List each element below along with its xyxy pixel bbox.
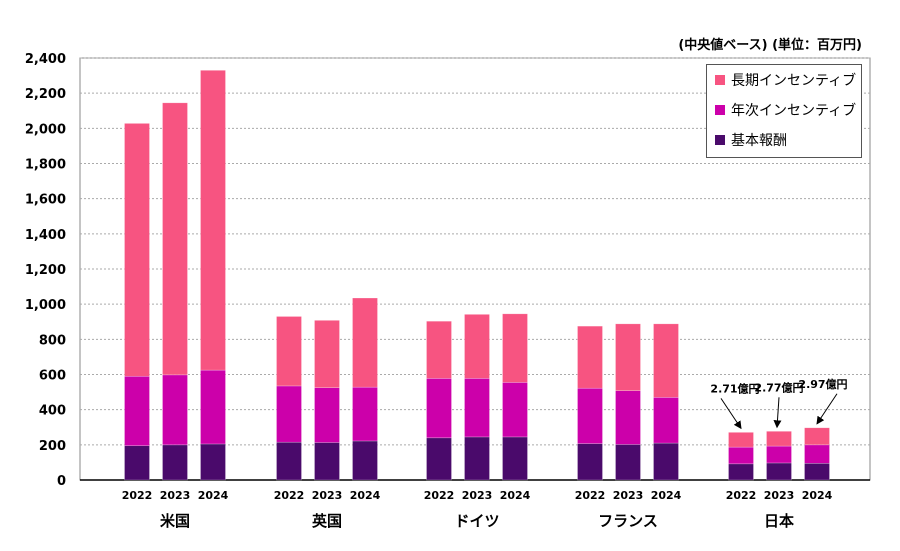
legend-label: 基本報酬 (731, 133, 787, 149)
total-annotation: 2.97億円 (798, 377, 847, 391)
y-tick-label: 600 (39, 369, 66, 384)
country-label: 英国 (312, 512, 342, 530)
legend-item-base: 基本報酬 (707, 125, 861, 155)
total-annotation: 2.71億円 (710, 381, 759, 395)
bar-segment (200, 70, 226, 371)
bar-segment (577, 325, 603, 389)
bar-segment (577, 443, 603, 481)
bar-segment (577, 387, 603, 444)
bar-segment (615, 444, 641, 481)
bar-segment (276, 385, 302, 443)
bar-segment (653, 323, 679, 398)
bar-segment (804, 427, 830, 446)
bar-segment (728, 446, 754, 465)
bar-segment (124, 445, 150, 481)
legend-swatch (715, 75, 725, 85)
country-label: ドイツ (454, 512, 499, 530)
year-label: 2023 (160, 489, 191, 502)
bar-segment (276, 441, 302, 481)
y-tick-label: 2,400 (25, 52, 66, 67)
y-tick-label: 200 (39, 439, 66, 454)
annotation-arrow (773, 397, 782, 429)
legend-item-annual: 年次インセンティブ (707, 95, 861, 125)
bar-segment (766, 430, 792, 447)
bar-segment (804, 462, 830, 481)
bar-segment (502, 313, 528, 383)
year-label: 2024 (198, 489, 229, 502)
year-label: 2022 (274, 489, 305, 502)
unit-note: (中央値ベース) (単位：百万円) (678, 38, 862, 53)
y-tick-label: 1,800 (25, 158, 66, 173)
year-label: 2022 (424, 489, 455, 502)
bar-segment (615, 390, 641, 445)
country-label: フランス (598, 512, 658, 530)
bar-segment (653, 442, 679, 481)
country-label: 日本 (764, 512, 794, 530)
bar-segment (426, 437, 452, 481)
y-tick-label: 400 (39, 404, 66, 419)
year-label: 2023 (312, 489, 343, 502)
bar-segment (502, 382, 528, 438)
bar-segment (502, 436, 528, 481)
y-tick-label: 2,000 (25, 122, 66, 137)
bar-segment (162, 374, 188, 446)
year-label: 2024 (651, 489, 682, 502)
legend-label: 年次インセンティブ (731, 103, 857, 119)
bar-segment (804, 444, 830, 464)
bar-segment (464, 378, 490, 438)
year-label: 2024 (802, 489, 833, 502)
country-label: 米国 (160, 512, 190, 530)
bar-segment (653, 397, 679, 444)
bar-segment (426, 320, 452, 379)
y-tick-label: 1,600 (25, 193, 66, 208)
year-label: 2022 (726, 489, 757, 502)
bar-segment (766, 462, 792, 481)
total-annotation: 2.77億円 (754, 380, 803, 394)
legend-label: 長期インセンティブ (731, 73, 857, 89)
annotation-arrow (720, 398, 742, 430)
bar-segment (200, 443, 226, 481)
y-tick-label: 0 (57, 474, 66, 489)
bar-segment (766, 445, 792, 464)
y-tick-label: 1,400 (25, 228, 66, 243)
legend-swatch (715, 105, 725, 115)
y-tick-label: 800 (39, 333, 66, 348)
bar-segment (314, 320, 340, 388)
year-label: 2023 (462, 489, 493, 502)
year-label: 2023 (613, 489, 644, 502)
bar-segment (276, 316, 302, 387)
bar-segment (464, 436, 490, 481)
bar-segment (426, 378, 452, 439)
year-label: 2024 (500, 489, 531, 502)
bar-segment (615, 323, 641, 391)
bar-segment (124, 123, 150, 377)
bar-segment (728, 463, 754, 481)
y-tick-label: 1,000 (25, 298, 66, 313)
bar-segment (352, 386, 378, 442)
bar-segment (124, 375, 150, 447)
year-label: 2023 (764, 489, 795, 502)
bar-segment (314, 442, 340, 481)
bar-segment (352, 297, 378, 388)
bar-segment (162, 444, 188, 481)
year-label: 2024 (350, 489, 381, 502)
legend-swatch (715, 135, 725, 145)
year-label: 2022 (575, 489, 606, 502)
bar-segment (464, 314, 490, 379)
bar-segment (162, 102, 188, 376)
legend-item-lti: 長期インセンティブ (707, 65, 861, 95)
bar-segment (314, 387, 340, 443)
bar-segment (200, 369, 226, 445)
annotation-arrow (816, 393, 838, 425)
legend: 長期インセンティブ 年次インセンティブ 基本報酬 (706, 64, 862, 158)
y-tick-label: 1,200 (25, 263, 66, 278)
year-label: 2022 (122, 489, 153, 502)
bar-segment (728, 432, 754, 448)
y-tick-label: 2,200 (25, 87, 66, 102)
bar-segment (352, 440, 378, 481)
